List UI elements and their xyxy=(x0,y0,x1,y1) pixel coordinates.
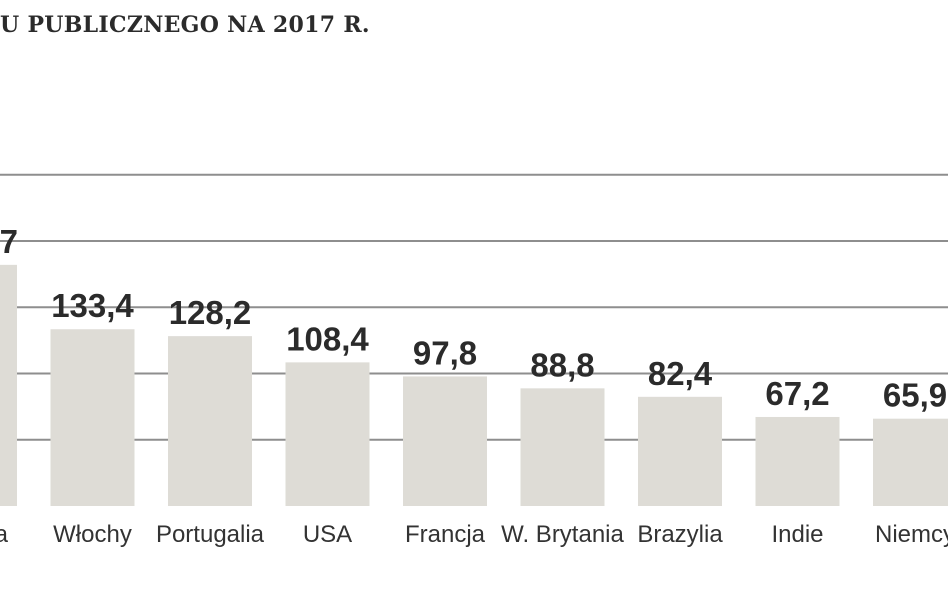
category-label: Włochy xyxy=(53,521,132,548)
bar xyxy=(168,336,252,506)
category-label: Niemcy xyxy=(875,521,948,548)
category-label: Brazylia xyxy=(637,521,723,548)
bar-value-label: 82,4 xyxy=(648,355,713,392)
bar-value-label: 133,4 xyxy=(51,287,134,324)
bar xyxy=(285,362,370,506)
category-label: Indie xyxy=(771,521,823,548)
bar-value-label: 67,2 xyxy=(765,375,829,412)
bar-value-label: 88,8 xyxy=(530,346,594,383)
category-label: a xyxy=(0,521,9,548)
bar-value-label: 128,2 xyxy=(169,294,252,331)
bar-value-label: 7 xyxy=(0,223,18,260)
value-labels: 7 133,4 128,2 108,4 97,8 88,8 82,4 67,2 65,9 xyxy=(0,223,947,414)
bar-value-label: 65,9 xyxy=(883,377,947,414)
bar xyxy=(638,396,722,506)
chart-title: U PUBLICZNEGO NA 2017 R. xyxy=(0,12,370,38)
category-label: Portugalia xyxy=(156,521,265,548)
bar xyxy=(50,329,135,506)
bar xyxy=(755,416,840,506)
category-labels: a Włochy Portugalia USA Francja W. Brytania Br… xyxy=(0,521,948,548)
bar-value-label: 97,8 xyxy=(413,334,477,371)
category-label: W. Brytania xyxy=(501,521,624,548)
bar xyxy=(403,376,487,506)
category-label: Francja xyxy=(405,521,486,548)
bar-value-label: 108,4 xyxy=(286,320,369,357)
category-label: USA xyxy=(303,521,352,548)
bar xyxy=(520,388,605,506)
bar xyxy=(873,418,948,506)
bar xyxy=(0,264,17,506)
bars xyxy=(0,264,948,506)
